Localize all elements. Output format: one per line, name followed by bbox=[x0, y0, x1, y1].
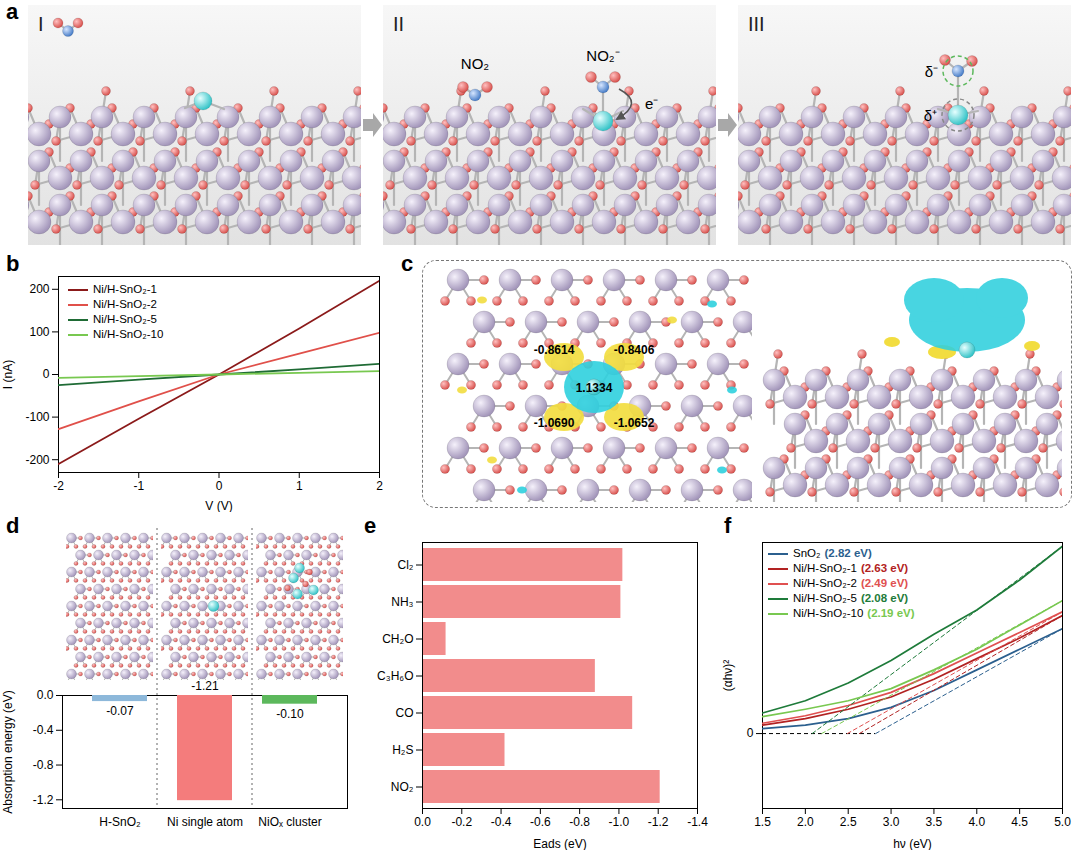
html-text:Ni/H-SnO₂-2: Ni/H-SnO₂-2 bbox=[93, 298, 157, 310]
svg-text:hν (eV): hν (eV) bbox=[893, 837, 932, 851]
svg-text:-0.10: -0.10 bbox=[276, 707, 304, 721]
svg-text:0.0: 0.0 bbox=[37, 688, 54, 702]
svg-text:-1.21: -1.21 bbox=[191, 679, 219, 693]
svg-text:3.5: 3.5 bbox=[926, 815, 943, 829]
html-text:f: f bbox=[724, 513, 732, 538]
svg-text:H₂S: H₂S bbox=[392, 743, 413, 757]
svg-text:NiOₓ cluster: NiOₓ cluster bbox=[258, 815, 321, 829]
html-text:b: b bbox=[6, 251, 20, 276]
svg-text:Cl₂: Cl₂ bbox=[398, 558, 414, 572]
svg-text:e⁻: e⁻ bbox=[645, 95, 658, 112]
svg-text:C₃H₆O: C₃H₆O bbox=[377, 669, 413, 683]
html-text:SnO₂ (2.82 eV): SnO₂ (2.82 eV) bbox=[793, 547, 872, 559]
html-text:Ni/H-SnO₂-10: Ni/H-SnO₂-10 bbox=[93, 328, 164, 340]
svg-text:-1.2: -1.2 bbox=[33, 793, 54, 807]
svg-text:1: 1 bbox=[296, 479, 303, 493]
html-text:c: c bbox=[401, 251, 414, 276]
svg-text:-0.8: -0.8 bbox=[33, 758, 54, 772]
svg-text:NH₃: NH₃ bbox=[391, 595, 413, 609]
svg-text:-0.8406: -0.8406 bbox=[614, 343, 655, 357]
svg-text:Absorption energy (eV): Absorption energy (eV) bbox=[1, 690, 15, 813]
svg-text:3.0: 3.0 bbox=[883, 815, 900, 829]
svg-text:NO₂⁻: NO₂⁻ bbox=[586, 47, 619, 64]
svg-text:-1.4: -1.4 bbox=[687, 815, 708, 829]
svg-text:0: 0 bbox=[216, 479, 223, 493]
svg-text:-0.4: -0.4 bbox=[491, 815, 512, 829]
svg-text:(αhν)²: (αhν)² bbox=[721, 660, 735, 692]
svg-text:δ⁻: δ⁻ bbox=[925, 63, 938, 80]
html-text:Ni/H-SnO₂-1: Ni/H-SnO₂-1 bbox=[93, 283, 157, 295]
svg-text:2.0: 2.0 bbox=[797, 815, 814, 829]
svg-text:Eads (eV): Eads (eV) bbox=[533, 837, 586, 851]
svg-text:-0.07: -0.07 bbox=[106, 704, 134, 718]
svg-text:2.5: 2.5 bbox=[840, 815, 857, 829]
svg-text:-100: -100 bbox=[25, 410, 49, 424]
svg-text:δ⁺: δ⁺ bbox=[924, 107, 937, 124]
svg-text:-200: -200 bbox=[25, 453, 49, 467]
svg-text:-0.6: -0.6 bbox=[530, 815, 551, 829]
svg-text:5.0: 5.0 bbox=[1054, 815, 1071, 829]
svg-text:0.0: 0.0 bbox=[414, 815, 431, 829]
svg-text:-1.0: -1.0 bbox=[609, 815, 630, 829]
svg-text:Ni single atom: Ni single atom bbox=[167, 815, 243, 829]
svg-text:CH₂O: CH₂O bbox=[382, 632, 413, 646]
svg-text:III: III bbox=[748, 13, 765, 35]
svg-text:2: 2 bbox=[376, 479, 383, 493]
svg-text:1.5: 1.5 bbox=[754, 815, 771, 829]
svg-text:NO₂: NO₂ bbox=[391, 780, 414, 794]
svg-text:-1.0652: -1.0652 bbox=[614, 416, 655, 430]
html-text:d: d bbox=[6, 513, 20, 538]
svg-text:4.0: 4.0 bbox=[968, 815, 985, 829]
svg-text:0: 0 bbox=[43, 367, 50, 381]
svg-text:100: 100 bbox=[29, 325, 49, 339]
svg-text:H-SnO₂: H-SnO₂ bbox=[99, 815, 141, 829]
svg-text:I: I bbox=[38, 13, 44, 35]
html-text:Ni/H-SnO₂-5 (2.08 eV): Ni/H-SnO₂-5 (2.08 eV) bbox=[793, 592, 909, 604]
html-text:a: a bbox=[6, 0, 19, 24]
svg-text:V (V): V (V) bbox=[205, 499, 232, 513]
svg-text:-1.0690: -1.0690 bbox=[534, 416, 575, 430]
html-text:Ni/H-SnO₂-2 (2.49 eV): Ni/H-SnO₂-2 (2.49 eV) bbox=[793, 577, 909, 589]
html-text:Ni/H-SnO₂-10 (2.19 eV): Ni/H-SnO₂-10 (2.19 eV) bbox=[793, 607, 915, 619]
svg-text:-0.4: -0.4 bbox=[33, 723, 54, 737]
svg-text:-0.2: -0.2 bbox=[451, 815, 472, 829]
html-text:Ni/H-SnO₂-5: Ni/H-SnO₂-5 bbox=[93, 313, 157, 325]
svg-text:-0.8: -0.8 bbox=[569, 815, 590, 829]
svg-text:0: 0 bbox=[747, 726, 754, 740]
svg-text:-2: -2 bbox=[53, 479, 64, 493]
svg-text:NO₂: NO₂ bbox=[461, 55, 490, 72]
svg-text:-1: -1 bbox=[133, 479, 144, 493]
svg-text:II: II bbox=[393, 13, 404, 35]
svg-text:4.5: 4.5 bbox=[1011, 815, 1028, 829]
svg-text:I (nA): I (nA) bbox=[1, 360, 15, 389]
svg-text:-1.2: -1.2 bbox=[648, 815, 669, 829]
svg-text:-0.8614: -0.8614 bbox=[534, 343, 575, 357]
svg-text:200: 200 bbox=[29, 282, 49, 296]
html-text:Ni/H-SnO₂-1 (2.63 eV): Ni/H-SnO₂-1 (2.63 eV) bbox=[793, 562, 909, 574]
svg-text:1.1334: 1.1334 bbox=[576, 381, 613, 395]
svg-text:CO: CO bbox=[396, 706, 414, 720]
html-text:e: e bbox=[364, 513, 377, 538]
